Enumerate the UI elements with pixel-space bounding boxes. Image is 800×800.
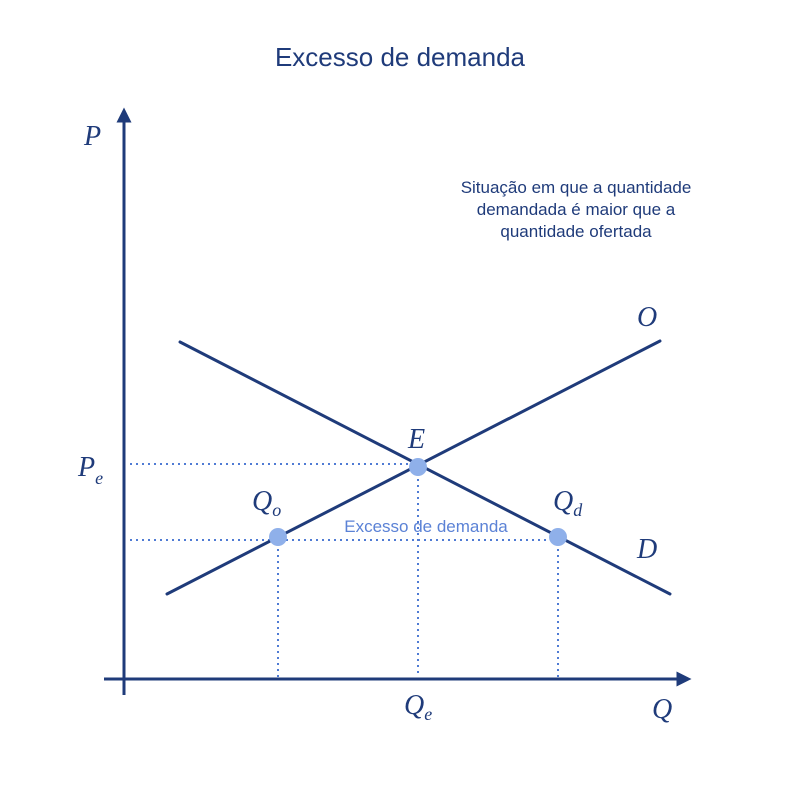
equilibrium-label: E [407,424,425,455]
excess-demand-label: Excesso de demanda [344,517,508,536]
demand-curve-label: D [636,534,657,565]
qo-label-sub: o [272,500,281,520]
description-line-1: Situação em que a quantidade [461,178,692,197]
description-line-3: quantidade ofertada [500,222,652,241]
pe-tick-sub: e [95,468,103,488]
qo-point [269,528,287,546]
pe-tick-base: P [77,452,95,483]
qd-label-base: Q [553,486,573,517]
diagram-title: Excesso de demanda [275,42,526,72]
qd-label-sub: d [573,500,583,520]
qo-label-base: Q [252,486,272,517]
y-axis-label: P [83,121,101,152]
qe-tick-label: Qe [404,690,432,724]
supply-curve-label: O [637,302,657,333]
qo-label: Qo [252,486,281,520]
equilibrium-point [409,458,427,476]
qe-tick-sub: e [424,704,432,724]
qe-tick-base: Q [404,690,424,721]
x-axis-label: Q [652,694,672,725]
description-line-2: demandada é maior que a [477,200,676,219]
pe-tick-label: Pe [77,452,103,488]
qd-label: Qd [553,486,583,520]
qd-point [549,528,567,546]
